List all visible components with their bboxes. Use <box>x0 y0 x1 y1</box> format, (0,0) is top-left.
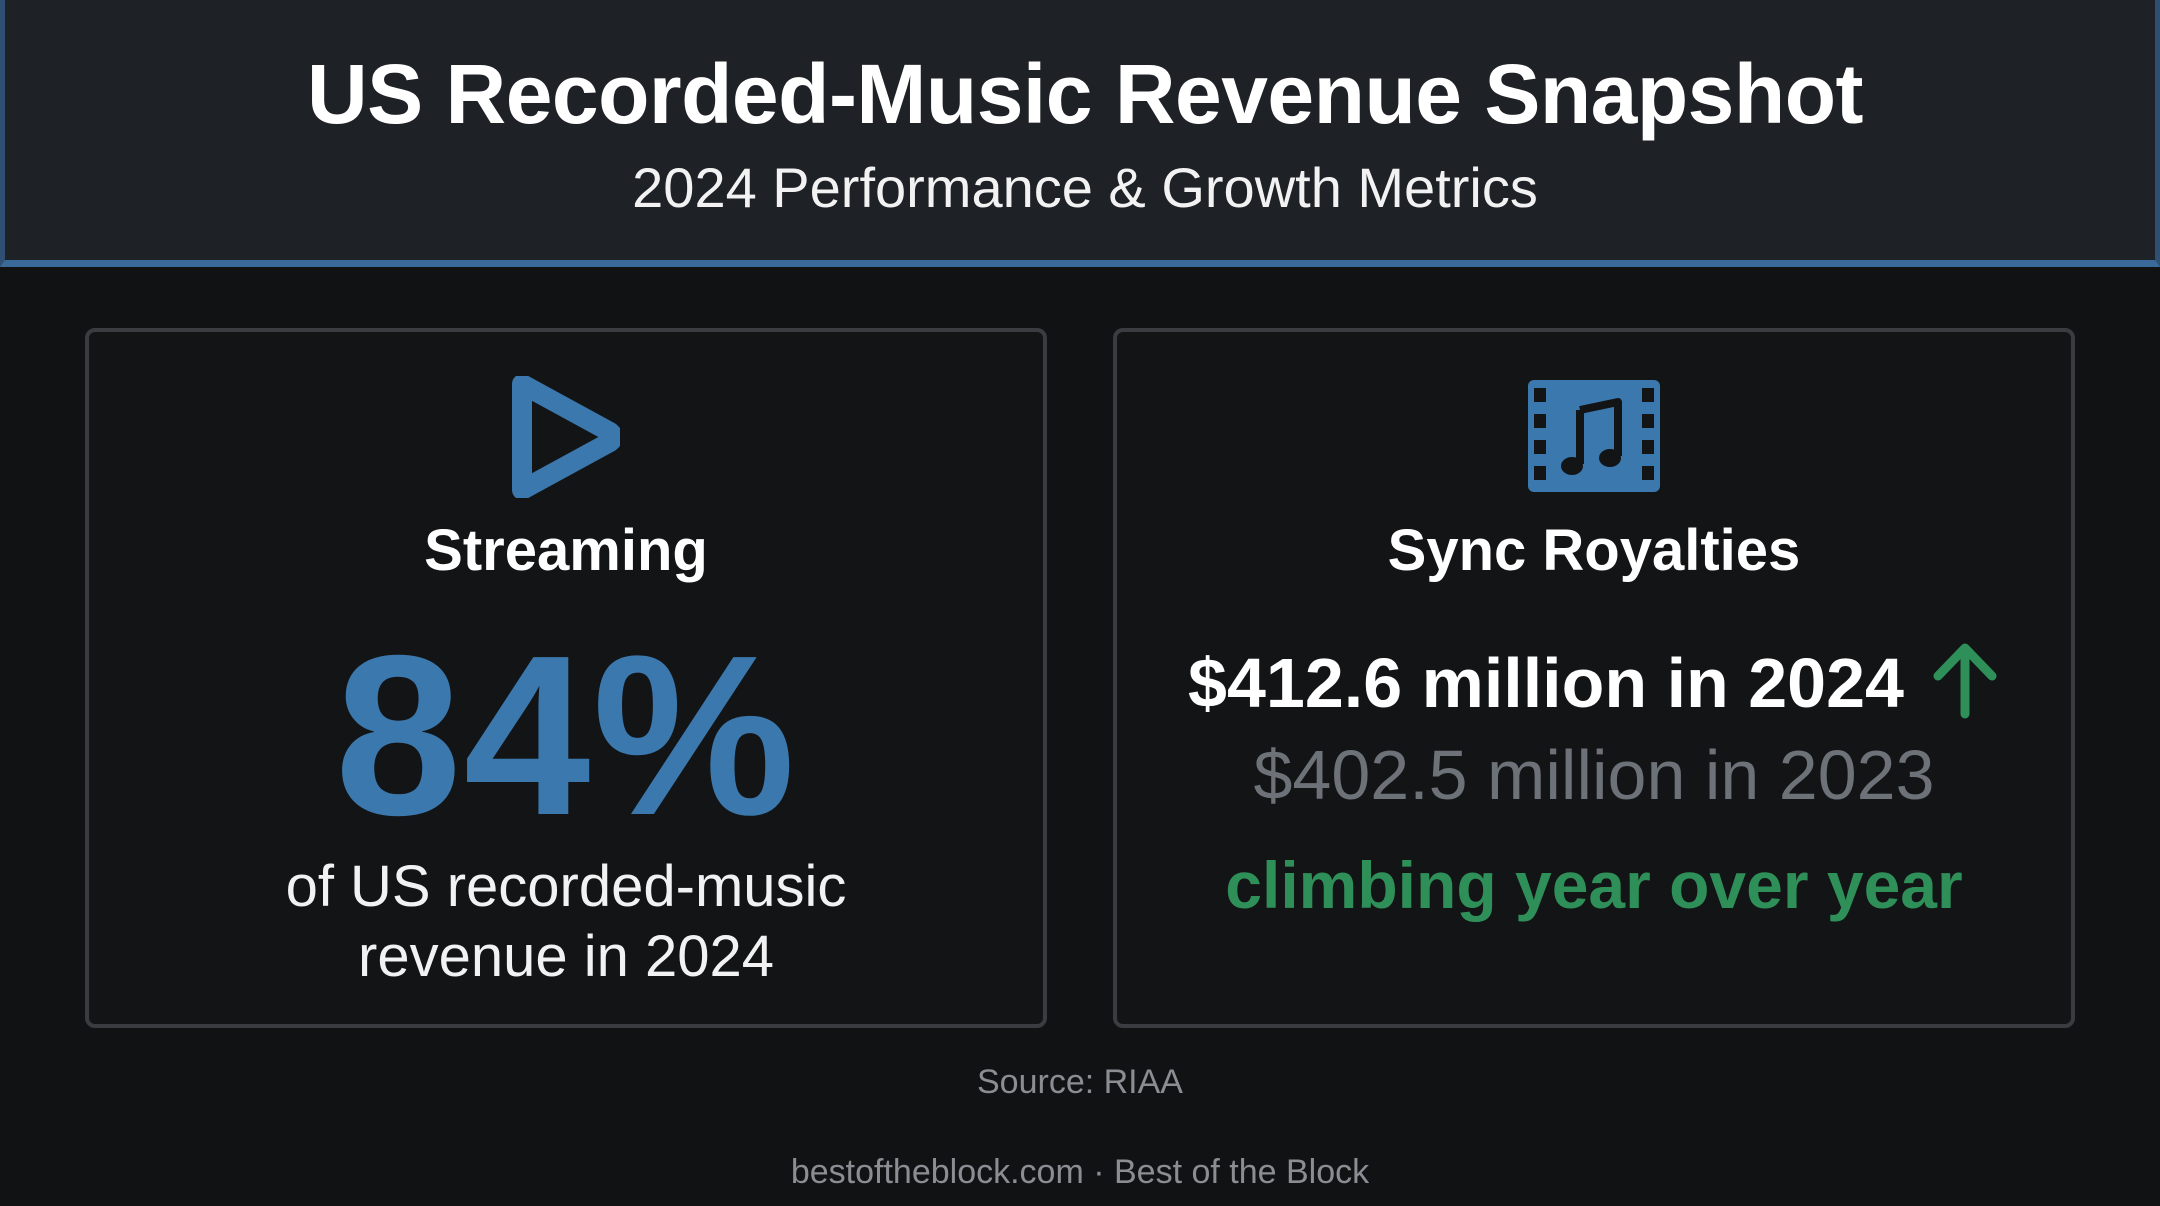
streaming-card: Streaming 84% of US recorded-music reven… <box>85 328 1047 1028</box>
sync-royalties-label: Sync Royalties <box>1387 518 1801 583</box>
arrow-up-icon <box>1930 640 2000 725</box>
sync-trend-text: climbing year over year <box>1225 848 1963 922</box>
sync-2024-row: $412.6 million in 2024 <box>1117 640 2071 725</box>
streaming-description-line1: of US recorded-music <box>285 854 847 919</box>
streaming-label: Streaming <box>424 518 708 583</box>
footer-credit: bestoftheblock.com · Best of the Block <box>790 1153 1370 1191</box>
streaming-description-line2: revenue in 2024 <box>358 924 774 989</box>
sync-2023-value: $402.5 million in 2023 <box>1253 736 1935 814</box>
streaming-share-value: 84% <box>334 609 798 863</box>
sync-royalties-card: Sync Royalties $412.6 million in 2024 $4… <box>1113 328 2075 1028</box>
page-subtitle: 2024 Performance & Growth Metrics <box>632 156 1538 219</box>
header-banner: US Recorded-Music Revenue Snapshot 2024 … <box>0 0 2160 267</box>
source-credit: Source: RIAA <box>977 1063 1183 1101</box>
sync-2024-value: $412.6 million in 2024 <box>1188 643 1904 722</box>
play-icon <box>89 376 1043 498</box>
page-title: US Recorded-Music Revenue Snapshot <box>307 47 1864 141</box>
film-music-icon <box>1117 380 2071 492</box>
